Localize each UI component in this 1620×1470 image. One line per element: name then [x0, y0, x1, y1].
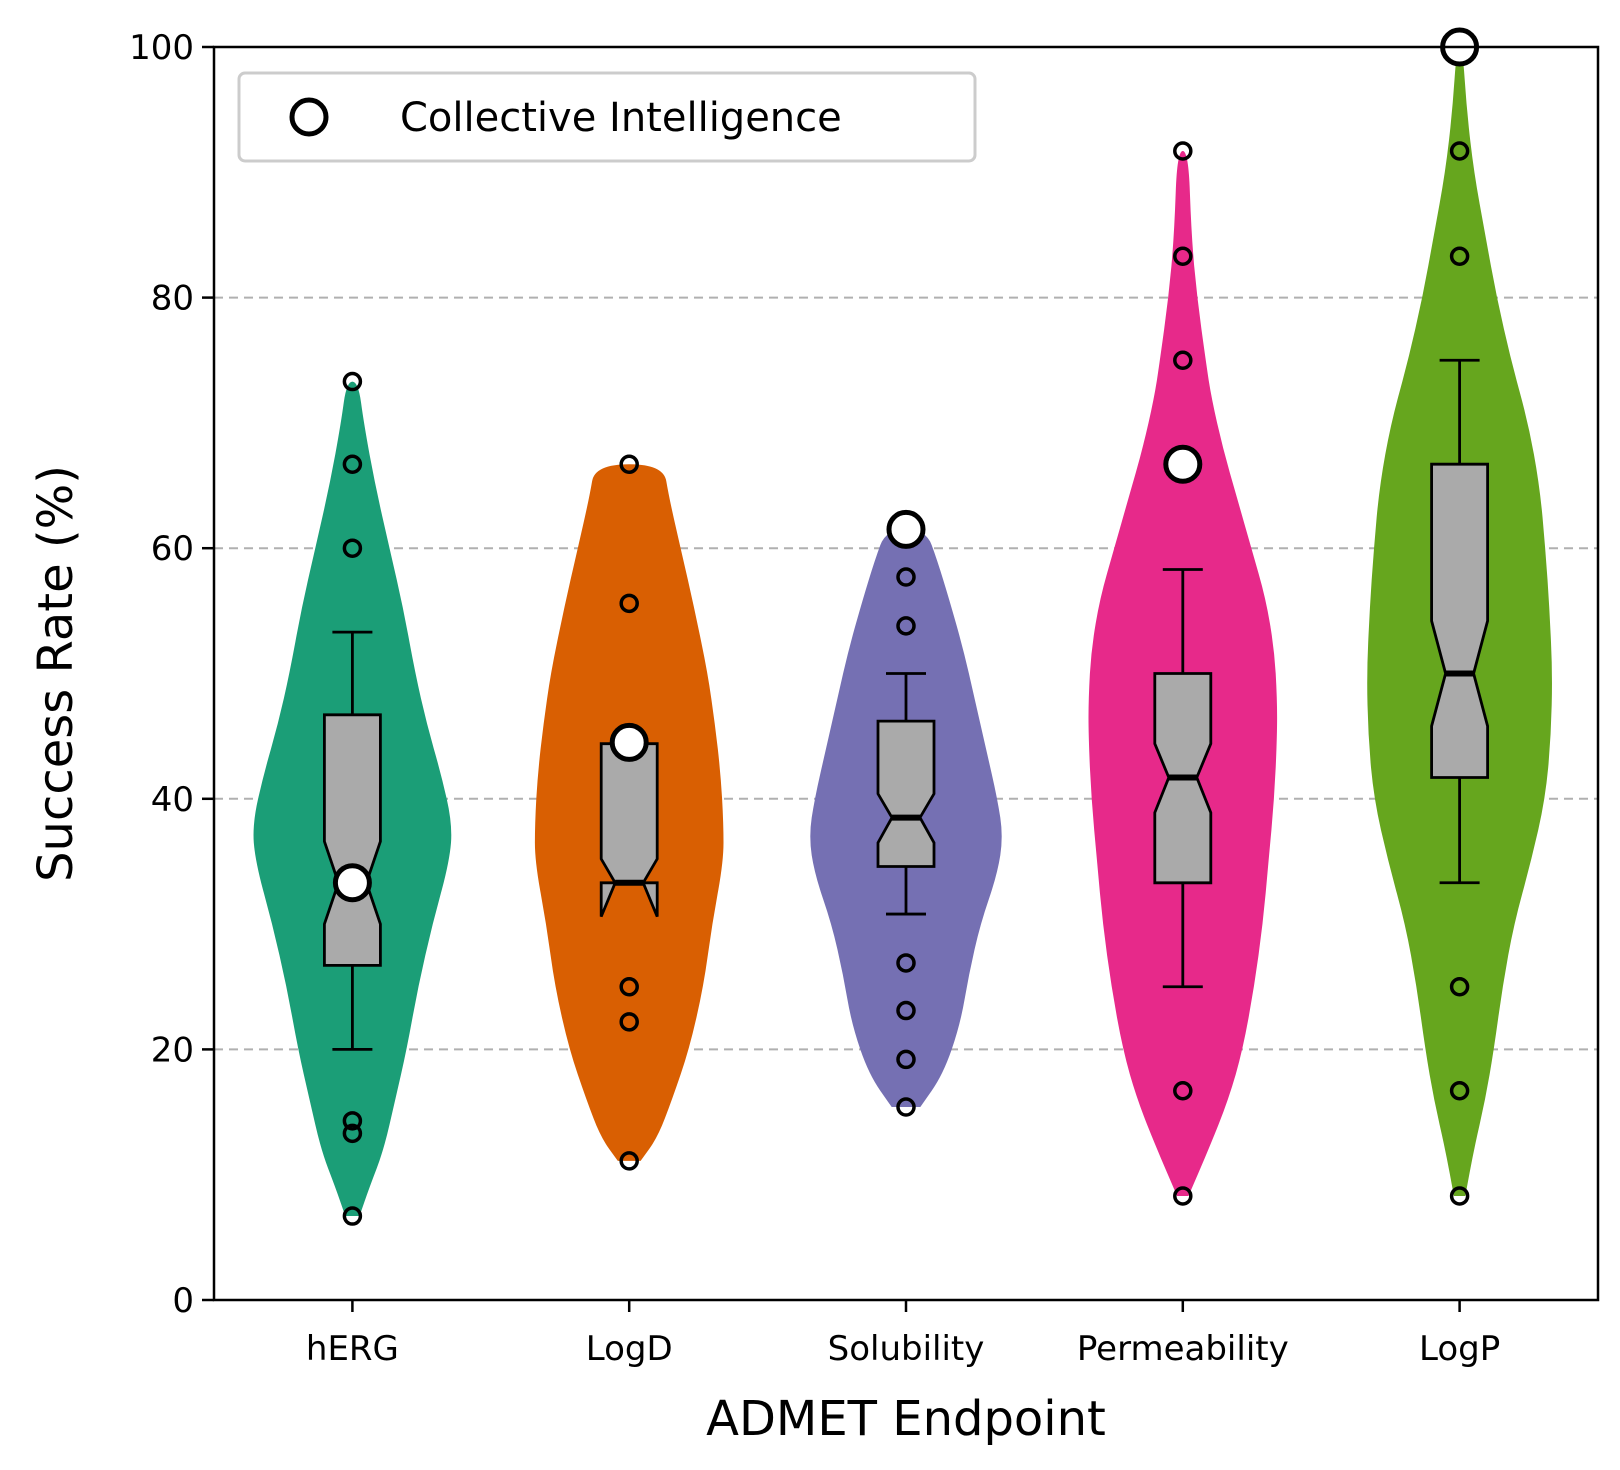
legend: Collective Intelligence [237, 71, 977, 163]
outlier-point [619, 593, 639, 614]
outlier-point [1449, 1186, 1470, 1206]
box-logd [599, 742, 659, 918]
outlier-point [619, 1012, 639, 1032]
outlier-point [896, 1097, 916, 1117]
y-tick-label: 80 [151, 279, 194, 319]
collective-intelligence-point [609, 722, 649, 762]
outlier-point [1449, 1080, 1470, 1101]
outlier-point [1449, 977, 1470, 997]
collective-intelligence-point [1163, 444, 1203, 484]
boxplots [323, 358, 1489, 1051]
box-solubility [876, 719, 936, 868]
x-tick-label: Solubility [828, 1329, 985, 1369]
y-axis-title: Success Rate (%) [28, 465, 84, 882]
outlier-point [619, 977, 639, 997]
x-axis-title: ADMET Endpoint [706, 1391, 1106, 1447]
box-herg [323, 713, 382, 967]
outlier-point [342, 371, 363, 392]
collective-intelligence-point [886, 509, 926, 549]
y-axis: 0 20 40 60 80 100 [129, 28, 214, 1321]
outlier-points [342, 141, 1470, 1226]
outlier-point [342, 1111, 363, 1131]
y-tick-label: 60 [151, 529, 194, 569]
outlier-point [1173, 1080, 1193, 1101]
outlier-point [1173, 141, 1193, 161]
legend-marker-circle [289, 97, 329, 137]
x-tick-label: LogD [586, 1329, 673, 1369]
outlier-point [896, 1000, 916, 1021]
outlier-point [896, 953, 916, 973]
x-tick-label: hERG [306, 1329, 399, 1369]
outlier-point [342, 1206, 363, 1226]
legend-label: Collective Intelligence [400, 95, 842, 141]
outlier-point [1449, 141, 1470, 161]
outlier-point [342, 538, 363, 558]
outlier-point [619, 1151, 639, 1171]
outlier-point [1173, 350, 1193, 370]
y-tick-label: 0 [172, 1281, 194, 1321]
outlier-point [1173, 1186, 1193, 1206]
y-tick-label: 20 [151, 1030, 194, 1070]
outlier-point [1449, 246, 1470, 267]
x-tick-label: LogP [1419, 1329, 1500, 1369]
outlier-point [342, 1123, 363, 1144]
x-axis: hERG LogD Solubility Permeability LogP [306, 1300, 1500, 1369]
x-tick-label: Permeability [1077, 1329, 1289, 1369]
outlier-point [619, 454, 639, 474]
y-tick-label: 40 [151, 780, 194, 820]
outlier-point [896, 1049, 916, 1070]
collective-intelligence-points [332, 27, 1480, 903]
outlier-point [896, 616, 916, 636]
y-tick-label: 100 [129, 28, 194, 68]
collective-intelligence-point [332, 863, 372, 903]
outlier-point [342, 454, 363, 474]
legend-box [237, 71, 977, 163]
box-logp [1430, 462, 1489, 779]
outlier-point [896, 567, 916, 587]
outlier-point [1173, 246, 1193, 267]
